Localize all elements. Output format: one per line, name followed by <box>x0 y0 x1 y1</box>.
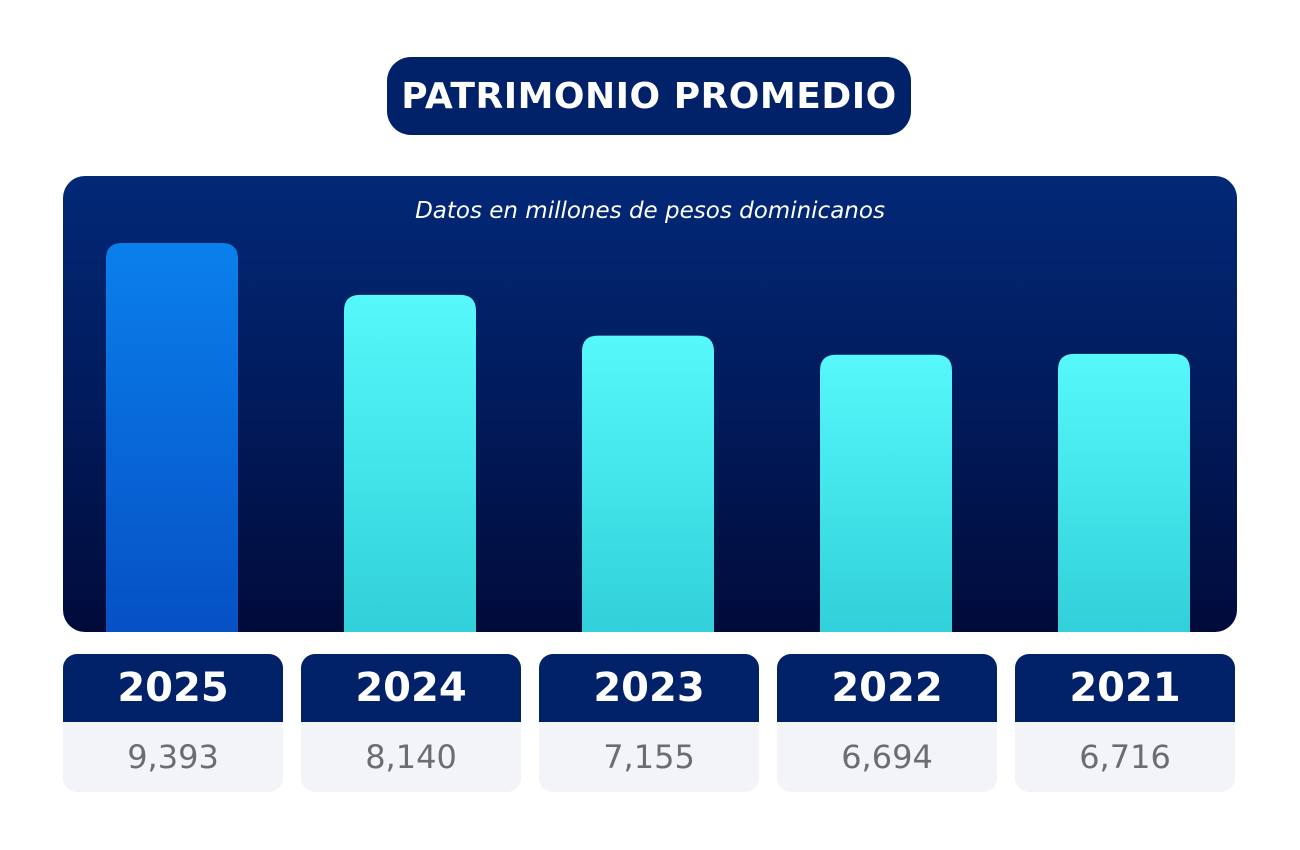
bar-2023 <box>582 335 714 632</box>
value-label: 6,694 <box>841 738 933 776</box>
category-label: 2025 <box>63 654 283 722</box>
value-label: 9,393 <box>127 738 219 776</box>
card-2023: 2023 7,155 <box>539 654 759 792</box>
category-label: 2024 <box>301 654 521 722</box>
chart-title: PATRIMONIO PROMEDIO <box>401 75 897 117</box>
category-label: 2021 <box>1015 654 1235 722</box>
card-2021: 2021 6,716 <box>1015 654 1235 792</box>
bar-2025 <box>106 243 238 632</box>
category-label: 2022 <box>777 654 997 722</box>
category-label: 2023 <box>539 654 759 722</box>
card-2024: 2024 8,140 <box>301 654 521 792</box>
card-2025: 2025 9,393 <box>63 654 283 792</box>
value-label: 6,716 <box>1079 738 1171 776</box>
bar-plot <box>106 243 1190 632</box>
bar-2024 <box>344 294 476 632</box>
value-label: 8,140 <box>365 738 457 776</box>
bars-group <box>106 243 1190 632</box>
bar-2021 <box>1058 353 1190 632</box>
chart-title-badge: PATRIMONIO PROMEDIO <box>387 57 911 135</box>
value-label: 7,155 <box>603 738 695 776</box>
card-2022: 2022 6,694 <box>777 654 997 792</box>
chart-subtitle: Datos en millones de pesos dominicanos <box>415 198 885 224</box>
chart-panel: Datos en millones de pesos dominicanos <box>63 176 1237 632</box>
year-value-cards: 2025 9,393 2024 8,140 2023 7,155 2022 6,694 2021… <box>63 654 1237 794</box>
bar-2022 <box>820 354 952 632</box>
